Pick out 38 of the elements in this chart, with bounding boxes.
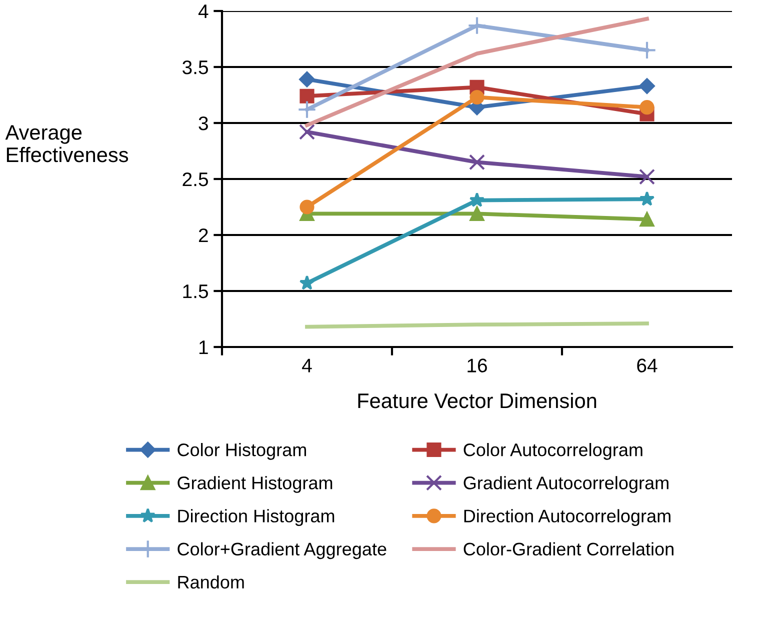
point (469, 192, 485, 207)
point (300, 200, 314, 214)
legend-label: Direction Autocorrelogram (464, 509, 670, 526)
point (640, 100, 654, 115)
x-tick-label: 4 (302, 358, 312, 372)
point (640, 212, 654, 227)
x-tick-label: 64 (637, 358, 658, 372)
legend-label: Direction Histogram (178, 509, 334, 526)
y-tick-label: 3.5 (182, 60, 208, 74)
point (299, 71, 315, 88)
y-tick-label: 3 (198, 116, 208, 130)
point (300, 88, 314, 104)
point (299, 275, 315, 290)
point (639, 168, 655, 185)
point (468, 16, 486, 35)
point (299, 124, 315, 140)
y-axis-title: Average Effectiveness (5, 125, 128, 162)
point (470, 206, 484, 222)
y-tick-label: 2.5 (182, 172, 208, 186)
point (298, 100, 316, 119)
point (638, 40, 656, 60)
legend-label: Color-Gradient Correlation (464, 542, 674, 556)
point (639, 191, 655, 206)
y-tick-label: 4 (198, 4, 208, 18)
legend-label: Random (178, 575, 244, 589)
x-axis-title: Feature Vector Dimension (358, 392, 596, 408)
legend-label: Color Histogram (178, 443, 306, 460)
legend-label: Color Autocorrelogram (464, 443, 642, 460)
y-tick-label: 1.5 (183, 284, 208, 298)
legend-label: Gradient Autocorrelogram (464, 476, 668, 493)
x-tick-label: 16 (468, 358, 487, 372)
point (469, 154, 485, 170)
legend-label: Color+Gradient Aggregate (178, 542, 386, 560)
legend-label: Gradient Histogram (178, 476, 332, 493)
point (470, 90, 484, 105)
y-tick-label: 1 (199, 340, 208, 354)
point (639, 78, 655, 94)
y-tick-label: 2 (198, 228, 208, 242)
